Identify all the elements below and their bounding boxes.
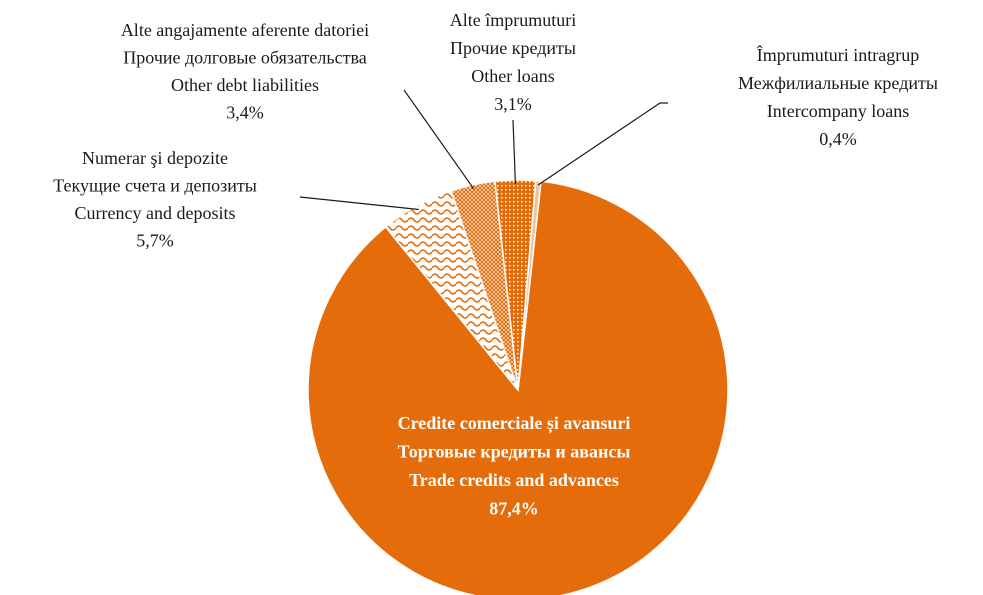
- slice-label: Currency and deposits: [75, 203, 236, 223]
- slice-label: Împrumuturi intragrup: [757, 44, 919, 65]
- value-label: 3,1%: [494, 94, 532, 114]
- slice-label: Текущие счета и депозиты: [53, 176, 257, 196]
- slice-label: Trade credits and advances: [409, 470, 619, 490]
- slice-label: Numerar şi depozite: [82, 148, 228, 168]
- slice-label: Other debt liabilities: [171, 75, 319, 95]
- leader-line: [403, 89, 475, 190]
- value-label: 3,4%: [226, 103, 264, 123]
- value-label: 87,4%: [489, 499, 539, 519]
- slice-label: Other loans: [471, 66, 554, 86]
- leader-line: [512, 119, 517, 185]
- slice-label: Intercompany loans: [767, 101, 909, 121]
- slice-label: Прочие долговые обязательства: [123, 48, 366, 68]
- slice-label: Credite comerciale și avansuri: [398, 413, 631, 434]
- slice-label: Межфилиальные кредиты: [738, 73, 938, 93]
- value-label: 5,7%: [136, 231, 174, 251]
- slice-label: Торговые кредиты и авансы: [398, 442, 631, 462]
- slice-label: Alte împrumuturi: [450, 10, 576, 30]
- slice-label: Прочие кредиты: [450, 38, 576, 58]
- pie-slice: [307, 180, 729, 595]
- pie-slice: [517, 179, 542, 391]
- leader-line: [537, 102, 668, 186]
- value-label: 0,4%: [819, 129, 857, 149]
- slice-label: Alte angajamente aferente datoriei: [121, 20, 369, 40]
- leader-line: [299, 196, 419, 211]
